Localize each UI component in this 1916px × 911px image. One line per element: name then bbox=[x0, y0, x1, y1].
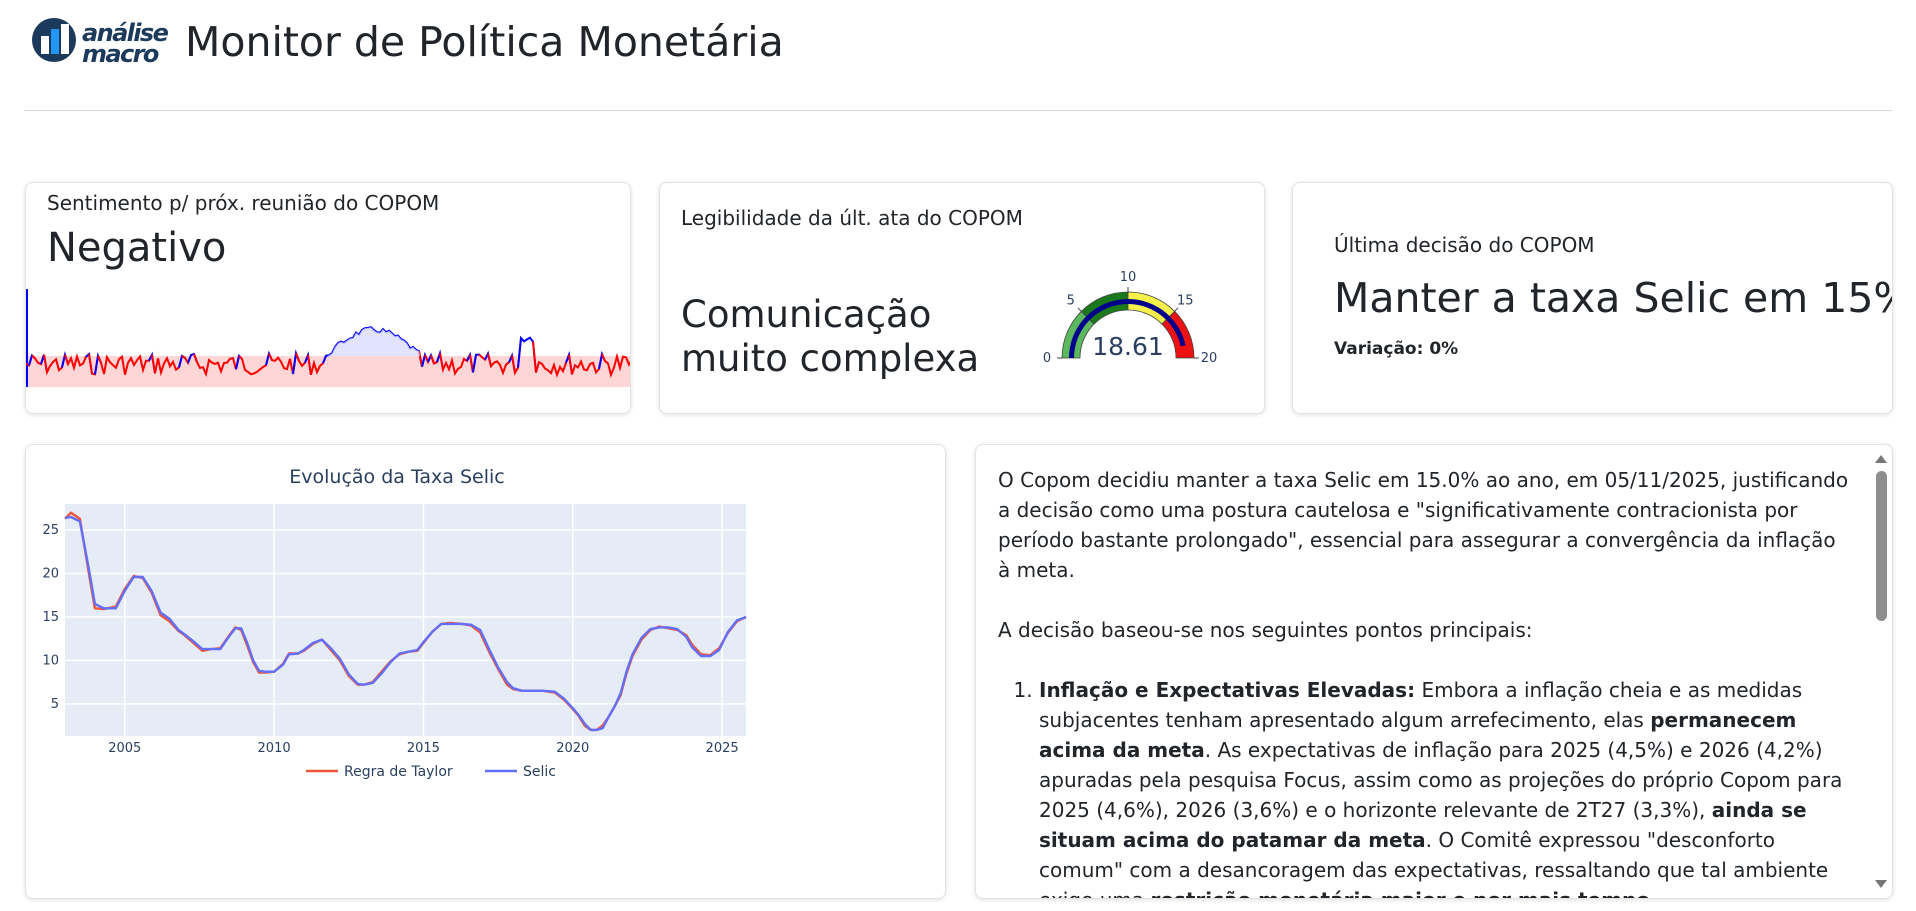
gauge-tick bbox=[1077, 307, 1082, 312]
sentiment-trace bbox=[568, 353, 603, 375]
item-bold: ainda se situam acima do patamar da meta bbox=[1039, 798, 1807, 852]
commentary-list: Inflação e Expectativas Elevadas: Embora… bbox=[998, 675, 1850, 898]
legend-item: Selic bbox=[523, 764, 556, 780]
legibility-card: Legibilidade da últ. ata do COPOM Comuni… bbox=[659, 182, 1265, 414]
sentiment-trace bbox=[238, 353, 270, 376]
legibility-gauge[interactable]: 0 5 10 15 20 18.61 bbox=[1014, 267, 1244, 377]
legibility-label: Legibilidade da últ. ata do COPOM bbox=[681, 206, 1023, 230]
gauge-tick bbox=[1174, 307, 1179, 312]
logo-wordmark: análise macro bbox=[82, 19, 169, 68]
logo-line2: macro bbox=[82, 40, 159, 68]
y-tick-label: 25 bbox=[42, 523, 59, 538]
item-text: . As expectativas de inflação para 2025 … bbox=[1039, 738, 1843, 822]
decision-label: Última decisão do COPOM bbox=[1334, 233, 1595, 257]
commentary-text: O Copom decidiu manter a taxa Selic em 1… bbox=[998, 465, 1850, 898]
plot-area bbox=[65, 504, 746, 736]
y-tick-label: 5 bbox=[51, 697, 59, 712]
logo-line1: análise bbox=[82, 19, 169, 47]
y-tick-label: 15 bbox=[42, 610, 59, 625]
selic-chart-card: Evolução da Taxa Selic 2005 2010 2015 2020 20… bbox=[25, 444, 946, 899]
sentiment-trace bbox=[193, 353, 240, 378]
x-tick-label: 2015 bbox=[407, 741, 440, 756]
sentiment-trace bbox=[151, 354, 183, 377]
item-text: Embora a inflação cheia e as medidas sub… bbox=[1039, 678, 1803, 732]
gauge-tick-label: 10 bbox=[1120, 270, 1137, 285]
x-tick-label: 2025 bbox=[706, 741, 739, 756]
legend-item: Regra de Taylor bbox=[344, 764, 453, 780]
gauge-tick-label: 0 bbox=[1043, 351, 1051, 366]
analise-macro-logo[interactable]: análise macro bbox=[30, 16, 169, 78]
gauge-tick-label: 15 bbox=[1177, 294, 1194, 309]
logo-emblem-icon bbox=[32, 18, 76, 62]
sentiment-band bbox=[26, 356, 630, 387]
page-title: Monitor de Política Monetária bbox=[185, 18, 784, 66]
scroll-down-arrow-icon[interactable] bbox=[1875, 880, 1887, 888]
scroll-up-arrow-icon[interactable] bbox=[1875, 455, 1887, 463]
decision-variation: Variação: 0% bbox=[1334, 339, 1459, 359]
gauge-tick-label: 5 bbox=[1067, 294, 1075, 309]
item-text: . O Comitê expressou "desconforto comum"… bbox=[1039, 828, 1829, 898]
sentiment-sparkline[interactable] bbox=[26, 283, 631, 414]
x-tick-label: 2010 bbox=[258, 741, 291, 756]
sentiment-trace bbox=[97, 354, 153, 375]
sentiment-label: Sentimento p/ próx. reunião do COPOM bbox=[47, 191, 440, 215]
item-text: . bbox=[1650, 888, 1656, 898]
commentary-list-item: Inflação e Expectativas Elevadas: Embora… bbox=[1039, 675, 1850, 898]
decision-card: Última decisão do COPOM Manter a taxa Se… bbox=[1292, 182, 1893, 414]
sentiment-value: Negativo bbox=[47, 225, 227, 271]
gauge-value-label: 18.61 bbox=[1092, 332, 1164, 361]
legibility-value-line1: Comunicação bbox=[681, 293, 932, 336]
sentiment-card: Sentimento p/ próx. reunião do COPOM Neg… bbox=[25, 182, 631, 414]
sentiment-positive-fill bbox=[327, 327, 420, 356]
sentiment-trace bbox=[439, 353, 471, 377]
sentiment-trace bbox=[601, 352, 630, 378]
y-tick-label: 10 bbox=[42, 653, 59, 668]
series-line-selic bbox=[64, 515, 747, 732]
header: análise macro Monitor de Política Monetá… bbox=[24, 0, 1892, 111]
sentiment-trace bbox=[532, 341, 570, 378]
sentiment-trace bbox=[43, 354, 66, 376]
scrollbar-thumb[interactable] bbox=[1876, 471, 1887, 621]
item-heading: Inflação e Expectativas Elevadas: bbox=[1039, 678, 1416, 702]
x-tick-label: 2020 bbox=[556, 741, 589, 756]
sentiment-trace bbox=[487, 353, 513, 376]
decision-value: Manter a taxa Selic em 15% bbox=[1334, 274, 1893, 322]
commentary-paragraph-2: A decisão baseou-se nos seguintes pontos… bbox=[998, 618, 1533, 642]
legibility-value-line2: muito complexa bbox=[681, 337, 980, 380]
commentary-paragraph-1: O Copom decidiu manter a taxa Selic em 1… bbox=[998, 468, 1849, 582]
y-tick-label: 20 bbox=[42, 567, 59, 582]
x-tick-label: 2005 bbox=[108, 741, 141, 756]
item-bold: permanecem acima da meta bbox=[1039, 708, 1797, 762]
chart-title: Evolução da Taxa Selic bbox=[289, 466, 504, 488]
item-bold: restrição monetária maior e por mais tem… bbox=[1150, 888, 1650, 898]
commentary-card[interactable]: O Copom decidiu manter a taxa Selic em 1… bbox=[975, 444, 1893, 899]
sentiment-trace bbox=[64, 353, 90, 372]
legibility-value: Comunicação muito complexa bbox=[681, 293, 979, 381]
commentary-scrollbar[interactable] bbox=[1870, 445, 1892, 898]
gauge-tick-label: 20 bbox=[1201, 351, 1218, 366]
sentiment-trace bbox=[268, 353, 297, 375]
